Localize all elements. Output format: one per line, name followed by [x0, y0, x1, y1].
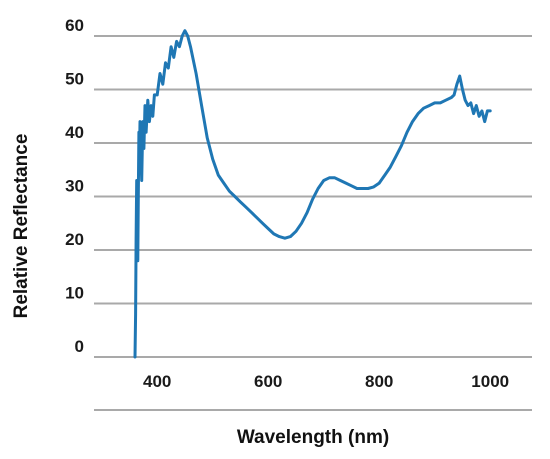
y-tick-labels: 0 10 20 30 40 50 60 — [65, 16, 84, 356]
y-tick-label: 40 — [65, 123, 84, 142]
x-tick-label: 400 — [143, 372, 171, 391]
y-tick-label: 60 — [65, 16, 84, 35]
y-tick-label: 10 — [65, 284, 84, 303]
y-tick-label: 50 — [65, 70, 84, 89]
y-axis-title: Relative Reflectance — [11, 134, 32, 319]
x-tick-labels: 400 600 800 1000 — [143, 372, 509, 391]
y-tick-label: 0 — [75, 337, 84, 356]
x-axis-title: Wavelength (nm) — [237, 427, 389, 448]
y-tick-label: 30 — [65, 177, 84, 196]
x-tick-label: 600 — [254, 372, 282, 391]
x-tick-label: 1000 — [471, 372, 509, 391]
y-tick-label: 20 — [65, 230, 84, 249]
x-tick-label: 800 — [365, 372, 393, 391]
gridlines — [94, 35, 532, 358]
reflectance-series-line — [133, 29, 492, 359]
